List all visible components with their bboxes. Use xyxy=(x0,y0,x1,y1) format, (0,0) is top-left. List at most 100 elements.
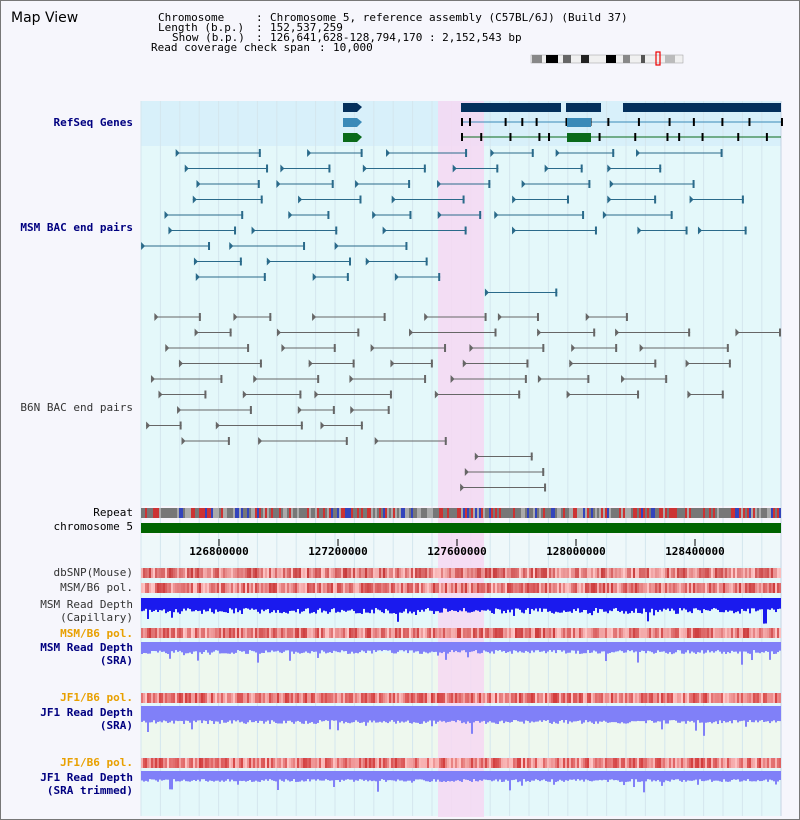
msm-b6-pol-stripe xyxy=(433,583,435,593)
msm-sra-depth-bar xyxy=(263,642,265,653)
axis-tick-label: 126800000 xyxy=(189,545,249,558)
msm-bac-pair-end xyxy=(362,164,367,173)
jf1-sra-depth-bar xyxy=(369,706,371,721)
ideogram-band xyxy=(641,55,645,63)
jf1-b6-pol-trim-stripe xyxy=(269,758,271,768)
msm-bac-pair-end xyxy=(437,211,442,219)
msm-b6-pol-sra-stripe xyxy=(689,628,691,638)
repeat-element xyxy=(279,508,281,518)
b6n-bac-pair-end xyxy=(542,344,545,352)
repeat-element xyxy=(399,508,401,518)
track-label-dbsnp[interactable]: dbSNP(Mouse) xyxy=(53,566,133,579)
jf1-b6-pol-trim-stripe xyxy=(173,758,175,768)
jf1-sra-depth-bar xyxy=(539,706,541,721)
dbsnp-stripe xyxy=(389,568,391,578)
jf1-b6-pol-stripe xyxy=(393,693,395,703)
jf1-sra-depth-bar xyxy=(185,706,187,721)
track-label-repeat[interactable]: Repeat xyxy=(93,506,133,519)
track-label-msm-bac[interactable]: MSM BAC end pairs xyxy=(20,221,133,234)
jf1-b6-pol-trim-stripe xyxy=(203,758,205,768)
repeat-element xyxy=(331,508,333,518)
jf1-b6-pol-trim-stripe xyxy=(537,758,539,768)
track-label-chromosome[interactable]: chromosome 5 xyxy=(53,520,133,533)
track-label-jf1-b6-pol-1[interactable]: JF1/B6 pol. xyxy=(60,691,133,704)
msm-b6-pol-sra-stripe xyxy=(679,628,681,638)
dbsnp-stripe xyxy=(337,568,339,578)
refseq-exon xyxy=(521,118,524,126)
jf1-sra-depth-bar xyxy=(261,706,263,721)
msm-b6-pol-sra-stripe xyxy=(559,628,561,638)
jf1-b6-pol-stripe xyxy=(313,693,315,703)
msm-b6-pol-stripe xyxy=(461,583,463,593)
jf1-trimmed-depth-bar xyxy=(687,771,689,781)
jf1-sra-depth-bar xyxy=(557,706,559,724)
repeat-element xyxy=(269,508,271,518)
track-label-msm-depth-sra[interactable]: MSM Read Depth xyxy=(40,641,133,654)
track-label-jf1-b6-pol-2[interactable]: JF1/B6 pol. xyxy=(60,756,133,769)
msm-b6-pol-sra-stripe xyxy=(193,628,195,638)
jf1-b6-pol-stripe xyxy=(709,693,711,703)
msm-b6-pol-sra-stripe xyxy=(657,628,659,638)
b6n-bac-pair-end xyxy=(317,375,320,383)
msm-capillary-depth-bar xyxy=(295,598,297,613)
track-label-jf1-depth-sra[interactable]: JF1 Read Depth xyxy=(40,706,133,719)
track-label-jf1-depth-trimmed[interactable]: JF1 Read Depth xyxy=(40,771,133,784)
dbsnp-stripe xyxy=(735,568,737,578)
msm-capillary-depth-bar xyxy=(713,598,715,609)
jf1-trimmed-depth-bar xyxy=(587,771,589,781)
msm-sra-depth-bar xyxy=(681,642,683,654)
jf1-b6-pol-trim-stripe xyxy=(559,758,561,768)
jf1-b6-pol-trim-stripe xyxy=(187,758,189,768)
track-label-msm-b6-pol-2[interactable]: MSM/B6 pol. xyxy=(60,627,133,640)
repeat-element xyxy=(459,508,461,518)
jf1-b6-pol-stripe xyxy=(615,693,617,703)
b6n-bac-pair-end xyxy=(146,421,151,430)
track-label-b6n-bac[interactable]: B6N BAC end pairs xyxy=(20,401,133,414)
jf1-sra-depth-bar xyxy=(357,706,359,722)
jf1-b6-pol-stripe xyxy=(387,693,389,703)
track-label-refseq-genes[interactable]: RefSeq Genes xyxy=(53,116,133,129)
msm-b6-pol-sra-stripe xyxy=(301,628,303,638)
jf1-sra-depth-bar xyxy=(333,706,335,721)
msm-sra-depth-bar xyxy=(403,642,405,652)
show-value: 126,641,628-128,794,170 : 2,152,543 bp xyxy=(270,31,522,44)
jf1-sra-depth-bar xyxy=(173,706,175,724)
repeat-element xyxy=(271,508,273,518)
jf1-b6-pol-stripe xyxy=(217,693,219,703)
jf1-b6-pol-trim-stripe xyxy=(591,758,593,768)
track-label-msm-b6-pol-1[interactable]: MSM/B6 pol. xyxy=(60,581,133,594)
msm-b6-pol-sra-stripe xyxy=(229,628,231,638)
jf1-b6-pol-trim-stripe xyxy=(201,758,203,768)
jf1-b6-pol-stripe xyxy=(403,693,405,703)
msm-b6-pol-sra-stripe xyxy=(749,628,751,638)
msm-capillary-depth-bar xyxy=(721,598,723,613)
dbsnp-stripe xyxy=(737,568,739,578)
msm-b6-pol-stripe xyxy=(483,583,485,593)
jf1-trimmed-depth-bar xyxy=(465,771,467,780)
jf1-sra-depth-bar xyxy=(377,706,379,723)
jf1-trimmed-depth-bar xyxy=(459,771,461,782)
msm-b6-pol-sra-stripe xyxy=(705,628,707,638)
b6n-bac-pair-end xyxy=(349,375,354,383)
msm-bac-pair-end xyxy=(298,195,303,204)
msm-sra-depth-bar xyxy=(563,642,565,651)
jf1-b6-pol-stripe xyxy=(547,693,549,703)
jf1-sra-depth-bar xyxy=(387,706,389,724)
msm-b6-pol-stripe xyxy=(385,583,387,593)
jf1-b6-pol-trim-stripe xyxy=(741,758,743,768)
msm-b6-pol-stripe xyxy=(621,583,623,593)
repeat-element xyxy=(427,508,429,518)
jf1-sra-depth-bar xyxy=(319,706,321,721)
repeat-element xyxy=(191,508,193,518)
jf1-sra-depth-bar xyxy=(549,706,551,723)
jf1-sra-depth-bar xyxy=(517,706,519,722)
track-label-msm-depth-capillary[interactable]: MSM Read Depth xyxy=(40,598,133,611)
repeat-element xyxy=(503,508,505,518)
msm-sra-depth-bar xyxy=(715,642,717,652)
dbsnp-stripe xyxy=(661,568,663,578)
jf1-sra-depth-bar xyxy=(589,706,591,722)
jf1-trimmed-depth-bar xyxy=(767,771,769,782)
repeat-element xyxy=(517,508,519,518)
msm-b6-pol-sra-stripe xyxy=(525,628,527,638)
msm-b6-pol-sra-stripe xyxy=(393,628,395,638)
